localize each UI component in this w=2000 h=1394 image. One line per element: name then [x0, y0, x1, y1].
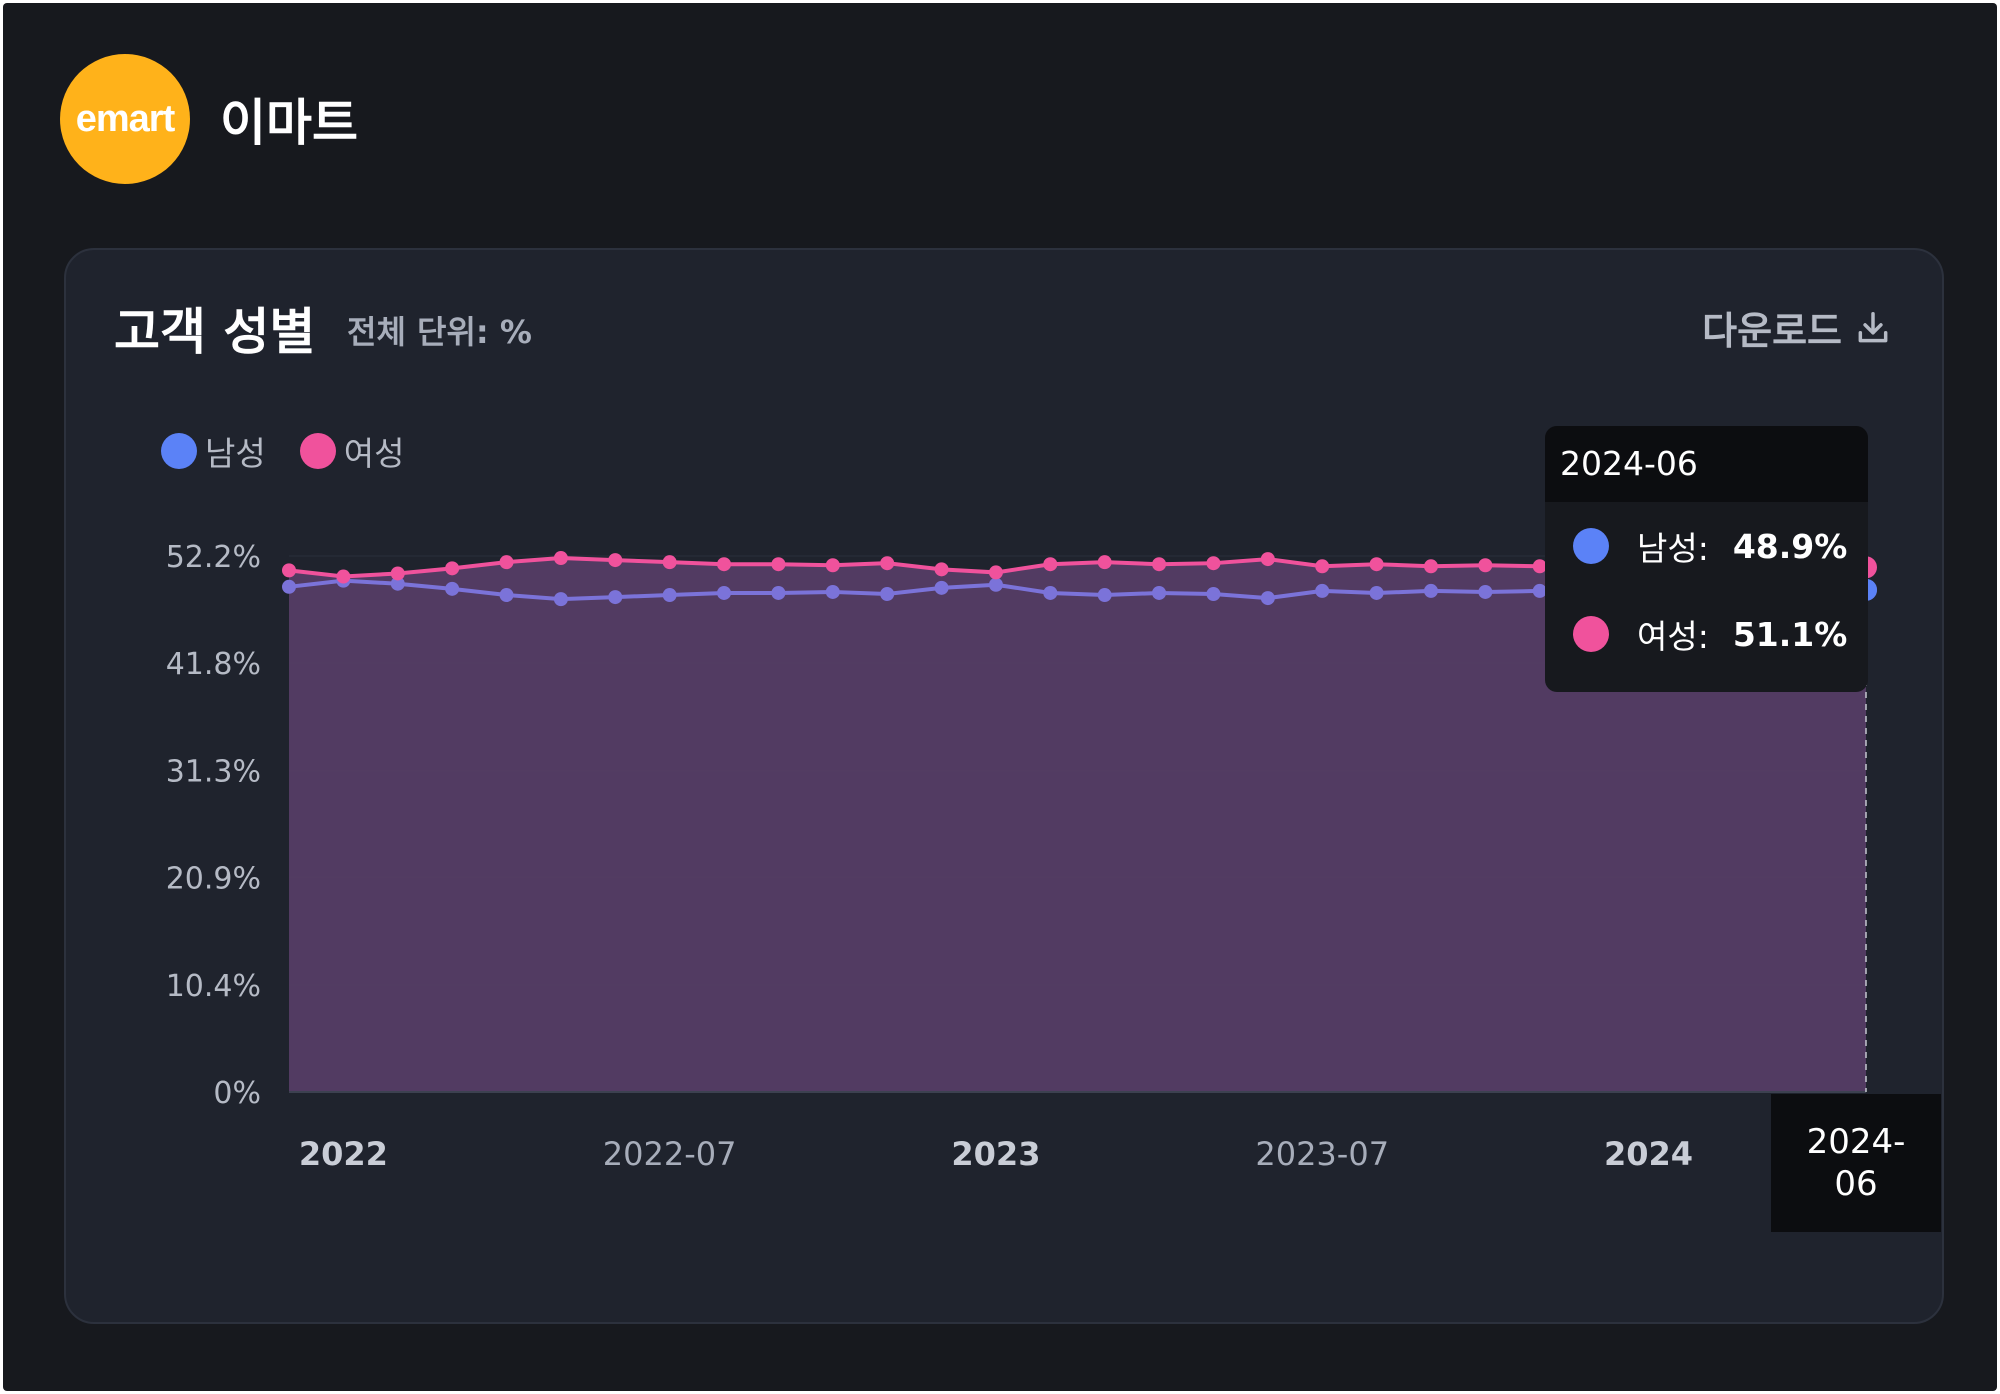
tooltip-label-female: 여성: — [1637, 617, 1709, 656]
y-tick-label: 52.2% — [166, 540, 261, 575]
brand-header: emart 이마트 — [60, 54, 358, 184]
tooltip-label-male: 남성: — [1637, 529, 1709, 568]
male-series-point — [1315, 583, 1330, 598]
female-series-point — [1043, 557, 1058, 572]
female-series-point — [1423, 559, 1438, 574]
male-series-point — [717, 585, 732, 600]
y-tick-label: 0% — [213, 1076, 261, 1111]
female-series-point — [1369, 557, 1384, 572]
male-series-point — [825, 584, 840, 599]
female-series-point — [445, 561, 460, 576]
x-tick-label: 2024 — [1604, 1135, 1693, 1173]
female-series-point — [1260, 552, 1275, 567]
x-tick-label: 2022 — [299, 1135, 388, 1173]
tooltip-date: 2024-06 — [1545, 426, 1868, 502]
male-series-point — [553, 592, 568, 607]
card-title: 고객 성별 — [114, 303, 316, 361]
tooltip-value-male: 48.9% — [1732, 526, 1848, 566]
male-series-point — [282, 579, 296, 594]
app-frame: emart 이마트 고객 성별 전체 단위: % 다운로드 남성 여성 52.2… — [3, 3, 1997, 1391]
male-series-point — [1532, 583, 1547, 598]
female-series-point — [1097, 555, 1112, 570]
emart-logo: emart — [60, 54, 190, 184]
x-axis-tooltip-label: 2024-06 — [1806, 1122, 1906, 1204]
y-tick-label: 10.4% — [166, 969, 261, 1004]
y-tick-label: 41.8% — [166, 647, 261, 682]
x-tick-label: 2023 — [951, 1135, 1040, 1173]
male-series-point — [988, 577, 1003, 592]
legend-label-male: 남성 — [205, 434, 266, 473]
female-series-point — [1532, 559, 1547, 574]
y-tick-label: 31.3% — [166, 755, 261, 790]
female-series-point — [1152, 557, 1167, 572]
area-fill — [289, 558, 1866, 1092]
male-series-point — [445, 581, 460, 596]
male-series-point — [1097, 588, 1112, 603]
female-series-point — [880, 556, 895, 571]
legend-label-female: 여성 — [343, 434, 405, 473]
male-series-point — [390, 576, 405, 591]
male-series-point — [499, 588, 514, 603]
female-series-point — [662, 555, 677, 570]
legend-dot-female — [299, 433, 336, 469]
legend-dot-male — [161, 433, 197, 469]
male-series-point — [1369, 585, 1384, 600]
tooltip-row-female: 여성: 51.1% — [1545, 590, 1868, 678]
gender-line-chart: 52.2% 41.8% 31.3% 20.9% 10.4% 0% 2022 2022-07 20… — [166, 500, 1877, 1173]
male-series-point — [934, 580, 949, 595]
male-series-point — [1478, 584, 1493, 599]
brand-name: 이마트 — [220, 94, 358, 152]
female-series-point — [1315, 559, 1330, 574]
male-series-point — [1043, 585, 1058, 600]
tooltip-value-female: 51.1% — [1732, 614, 1848, 654]
x-axis-tooltip: 2024-06 — [1771, 1094, 1941, 1232]
female-series-point — [825, 558, 840, 573]
download-icon — [1858, 311, 1888, 342]
download-button[interactable]: 다운로드 — [1702, 300, 1892, 355]
female-series-point — [771, 557, 786, 572]
male-series-point — [771, 585, 786, 600]
x-tick-label: 2022-07 — [603, 1135, 737, 1173]
male-series-point — [880, 586, 895, 601]
tooltip-row-male: 남성: 48.9% — [1545, 502, 1868, 590]
male-series-point — [1260, 591, 1275, 606]
female-series-point — [988, 565, 1003, 580]
gender-chart-card: 고객 성별 전체 단위: % 다운로드 남성 여성 52.2% 41.8% 31.3… — [64, 248, 1944, 1324]
tooltip-dot-female — [1573, 616, 1609, 652]
card-subtitle: 전체 단위: % — [347, 313, 532, 351]
tooltip-dot-male — [1573, 528, 1609, 564]
chart-legend: 남성 여성 — [161, 427, 404, 475]
x-tick-label: 2023-07 — [1255, 1135, 1389, 1173]
female-series-point — [934, 562, 949, 577]
download-label: 다운로드 — [1702, 309, 1842, 353]
female-series-point — [282, 563, 296, 578]
female-series-point — [499, 555, 514, 570]
female-series-point — [553, 551, 568, 566]
logo-text: emart — [75, 97, 175, 140]
legend-item-male[interactable]: 남성 — [161, 427, 266, 475]
chart-tooltip: 2024-06 남성: 48.9% 여성: 51.1% — [1545, 426, 1868, 692]
female-series-point — [390, 566, 405, 581]
female-series-point — [1478, 558, 1493, 573]
male-series-point — [608, 590, 623, 605]
female-series-point — [336, 569, 351, 584]
male-series-point — [662, 588, 677, 603]
female-series-point — [717, 557, 732, 572]
male-series-point — [1152, 585, 1167, 600]
male-series-point — [1423, 583, 1438, 598]
legend-item-female[interactable]: 여성 — [299, 427, 405, 475]
female-series-point — [608, 553, 623, 568]
female-series-point — [1206, 556, 1221, 571]
male-series-point — [1206, 586, 1221, 601]
y-tick-label: 20.9% — [166, 861, 261, 896]
